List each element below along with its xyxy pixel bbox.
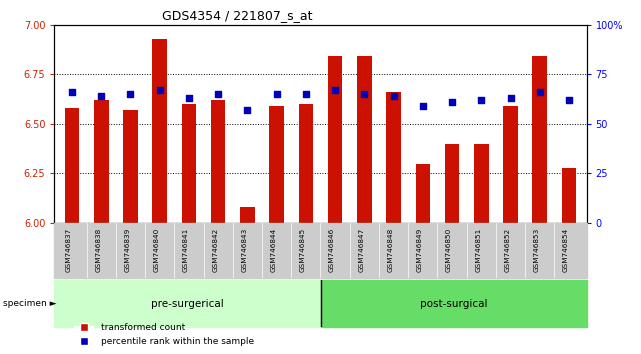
Bar (320, 280, 587, 327)
Point (213, 91, 223, 97)
Bar (94, 100, 108, 223)
Point (272, 91, 282, 97)
Text: post-surgical: post-surgical (420, 298, 487, 309)
Text: GSM746852: GSM746852 (504, 227, 510, 272)
Bar (65, 108, 79, 223)
Bar (533, 57, 547, 223)
Text: GSM746845: GSM746845 (300, 227, 306, 272)
Bar (153, 39, 167, 223)
Point (535, 89, 545, 95)
Text: GSM746848: GSM746848 (388, 227, 394, 272)
Point (126, 91, 136, 97)
Point (242, 107, 253, 113)
Point (505, 95, 515, 101)
Point (330, 87, 340, 93)
Bar (181, 104, 196, 223)
Text: GSM746843: GSM746843 (242, 227, 247, 272)
Bar (387, 92, 401, 223)
Bar (54, 280, 320, 327)
Text: GSM746844: GSM746844 (271, 227, 277, 272)
Bar (503, 106, 518, 223)
Bar (269, 106, 284, 223)
Text: GSM746840: GSM746840 (154, 227, 160, 272)
Bar (299, 104, 313, 223)
Point (154, 87, 165, 93)
Point (447, 99, 457, 105)
Text: GSM746846: GSM746846 (329, 227, 335, 272)
Text: GSM746853: GSM746853 (534, 227, 540, 272)
Bar (415, 164, 430, 223)
Point (96, 93, 106, 99)
Bar (123, 110, 138, 223)
Point (388, 93, 399, 99)
Text: GSM746850: GSM746850 (446, 227, 452, 272)
Text: GSM746838: GSM746838 (96, 227, 101, 272)
Legend: transformed count, percentile rank within the sample: transformed count, percentile rank withi… (72, 320, 258, 349)
Point (301, 91, 311, 97)
Point (359, 91, 369, 97)
Text: GSM746841: GSM746841 (183, 227, 189, 272)
Text: GDS4354 / 221807_s_at: GDS4354 / 221807_s_at (162, 9, 312, 22)
Bar (211, 100, 226, 223)
Point (418, 103, 428, 109)
Bar (240, 207, 254, 223)
Text: GSM746854: GSM746854 (563, 227, 569, 272)
Bar (445, 144, 460, 223)
Text: GSM746839: GSM746839 (124, 227, 131, 272)
Text: GSM746851: GSM746851 (475, 227, 481, 272)
Bar (328, 57, 342, 223)
Point (476, 97, 487, 103)
Bar (474, 144, 488, 223)
Text: GSM746842: GSM746842 (212, 227, 218, 272)
Point (67, 89, 77, 95)
Text: GSM746849: GSM746849 (417, 227, 423, 272)
Bar (562, 167, 576, 223)
Point (564, 97, 574, 103)
Bar (357, 57, 372, 223)
Point (184, 95, 194, 101)
Text: specimen ►: specimen ► (3, 299, 56, 308)
Text: GSM746847: GSM746847 (358, 227, 364, 272)
Text: GSM746837: GSM746837 (66, 227, 72, 272)
Text: pre-surgerical: pre-surgerical (151, 298, 224, 309)
